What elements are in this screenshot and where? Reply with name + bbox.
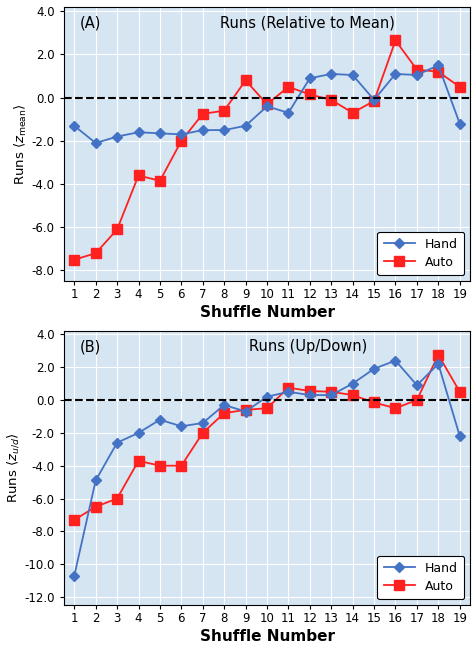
Auto: [436, 68, 441, 75]
Hand: [93, 139, 99, 147]
Hand: [414, 71, 420, 79]
Auto: [414, 396, 420, 404]
Auto: [93, 250, 99, 257]
Auto: [328, 96, 334, 104]
Auto: [243, 77, 248, 85]
Auto: [350, 109, 356, 117]
Line: Hand: Hand: [71, 357, 463, 579]
Hand: [221, 401, 227, 409]
Hand: [178, 131, 184, 138]
Hand: [286, 388, 291, 396]
Auto: [264, 404, 270, 412]
Hand: [114, 439, 120, 447]
Hand: [71, 572, 77, 580]
Hand: [436, 61, 441, 69]
Hand: [307, 391, 313, 399]
Auto: [350, 391, 356, 399]
Hand: [178, 422, 184, 430]
Hand: [350, 71, 356, 79]
Auto: [393, 404, 398, 412]
Auto: [393, 36, 398, 44]
Legend: Hand, Auto: Hand, Auto: [377, 556, 464, 599]
Hand: [328, 391, 334, 399]
Auto: [71, 516, 77, 524]
Hand: [436, 360, 441, 368]
Hand: [243, 122, 248, 129]
Auto: [157, 177, 163, 185]
Hand: [264, 393, 270, 400]
Hand: [393, 357, 398, 365]
Y-axis label: Runs $\langle z_{u/d} \rangle$: Runs $\langle z_{u/d} \rangle$: [6, 433, 21, 503]
Hand: [457, 432, 463, 440]
Line: Hand: Hand: [71, 62, 463, 146]
Auto: [221, 410, 227, 417]
Hand: [200, 126, 206, 134]
Hand: [414, 382, 420, 389]
Hand: [371, 365, 377, 372]
Hand: [136, 128, 141, 136]
Text: (B): (B): [80, 339, 101, 354]
Hand: [328, 70, 334, 78]
Auto: [200, 110, 206, 118]
Auto: [136, 172, 141, 179]
Legend: Hand, Auto: Hand, Auto: [377, 231, 464, 275]
Auto: [114, 226, 120, 233]
Hand: [457, 120, 463, 127]
Hand: [221, 126, 227, 134]
X-axis label: Shuffle Number: Shuffle Number: [199, 629, 335, 644]
Auto: [114, 495, 120, 502]
Hand: [307, 74, 313, 82]
Hand: [157, 129, 163, 137]
Auto: [93, 503, 99, 511]
Hand: [136, 429, 141, 437]
Line: Auto: Auto: [69, 350, 465, 525]
Hand: [243, 408, 248, 415]
Auto: [457, 83, 463, 91]
Hand: [264, 103, 270, 111]
Auto: [157, 462, 163, 469]
Auto: [221, 107, 227, 114]
Line: Auto: Auto: [69, 36, 465, 265]
Hand: [93, 476, 99, 484]
Auto: [436, 351, 441, 359]
Hand: [157, 416, 163, 424]
Y-axis label: Runs $\langle z_\mathrm{mean} \rangle$: Runs $\langle z_\mathrm{mean} \rangle$: [13, 103, 29, 185]
Auto: [286, 384, 291, 391]
Hand: [114, 133, 120, 140]
Auto: [457, 388, 463, 396]
Text: Runs (Up/Down): Runs (Up/Down): [248, 339, 367, 354]
Hand: [200, 419, 206, 427]
Hand: [371, 96, 377, 104]
Hand: [393, 70, 398, 78]
Auto: [200, 429, 206, 437]
Auto: [178, 462, 184, 469]
Hand: [286, 109, 291, 117]
Auto: [264, 100, 270, 108]
Auto: [136, 457, 141, 465]
Auto: [371, 97, 377, 105]
Auto: [243, 406, 248, 414]
Auto: [178, 137, 184, 145]
Text: (A): (A): [80, 15, 101, 30]
Auto: [307, 387, 313, 395]
Hand: [350, 380, 356, 387]
Auto: [414, 66, 420, 73]
Auto: [71, 256, 77, 264]
Text: Runs (Relative to Mean): Runs (Relative to Mean): [220, 15, 395, 30]
X-axis label: Shuffle Number: Shuffle Number: [199, 306, 335, 320]
Auto: [286, 83, 291, 91]
Auto: [371, 398, 377, 406]
Auto: [307, 90, 313, 98]
Auto: [328, 388, 334, 396]
Hand: [71, 122, 77, 129]
